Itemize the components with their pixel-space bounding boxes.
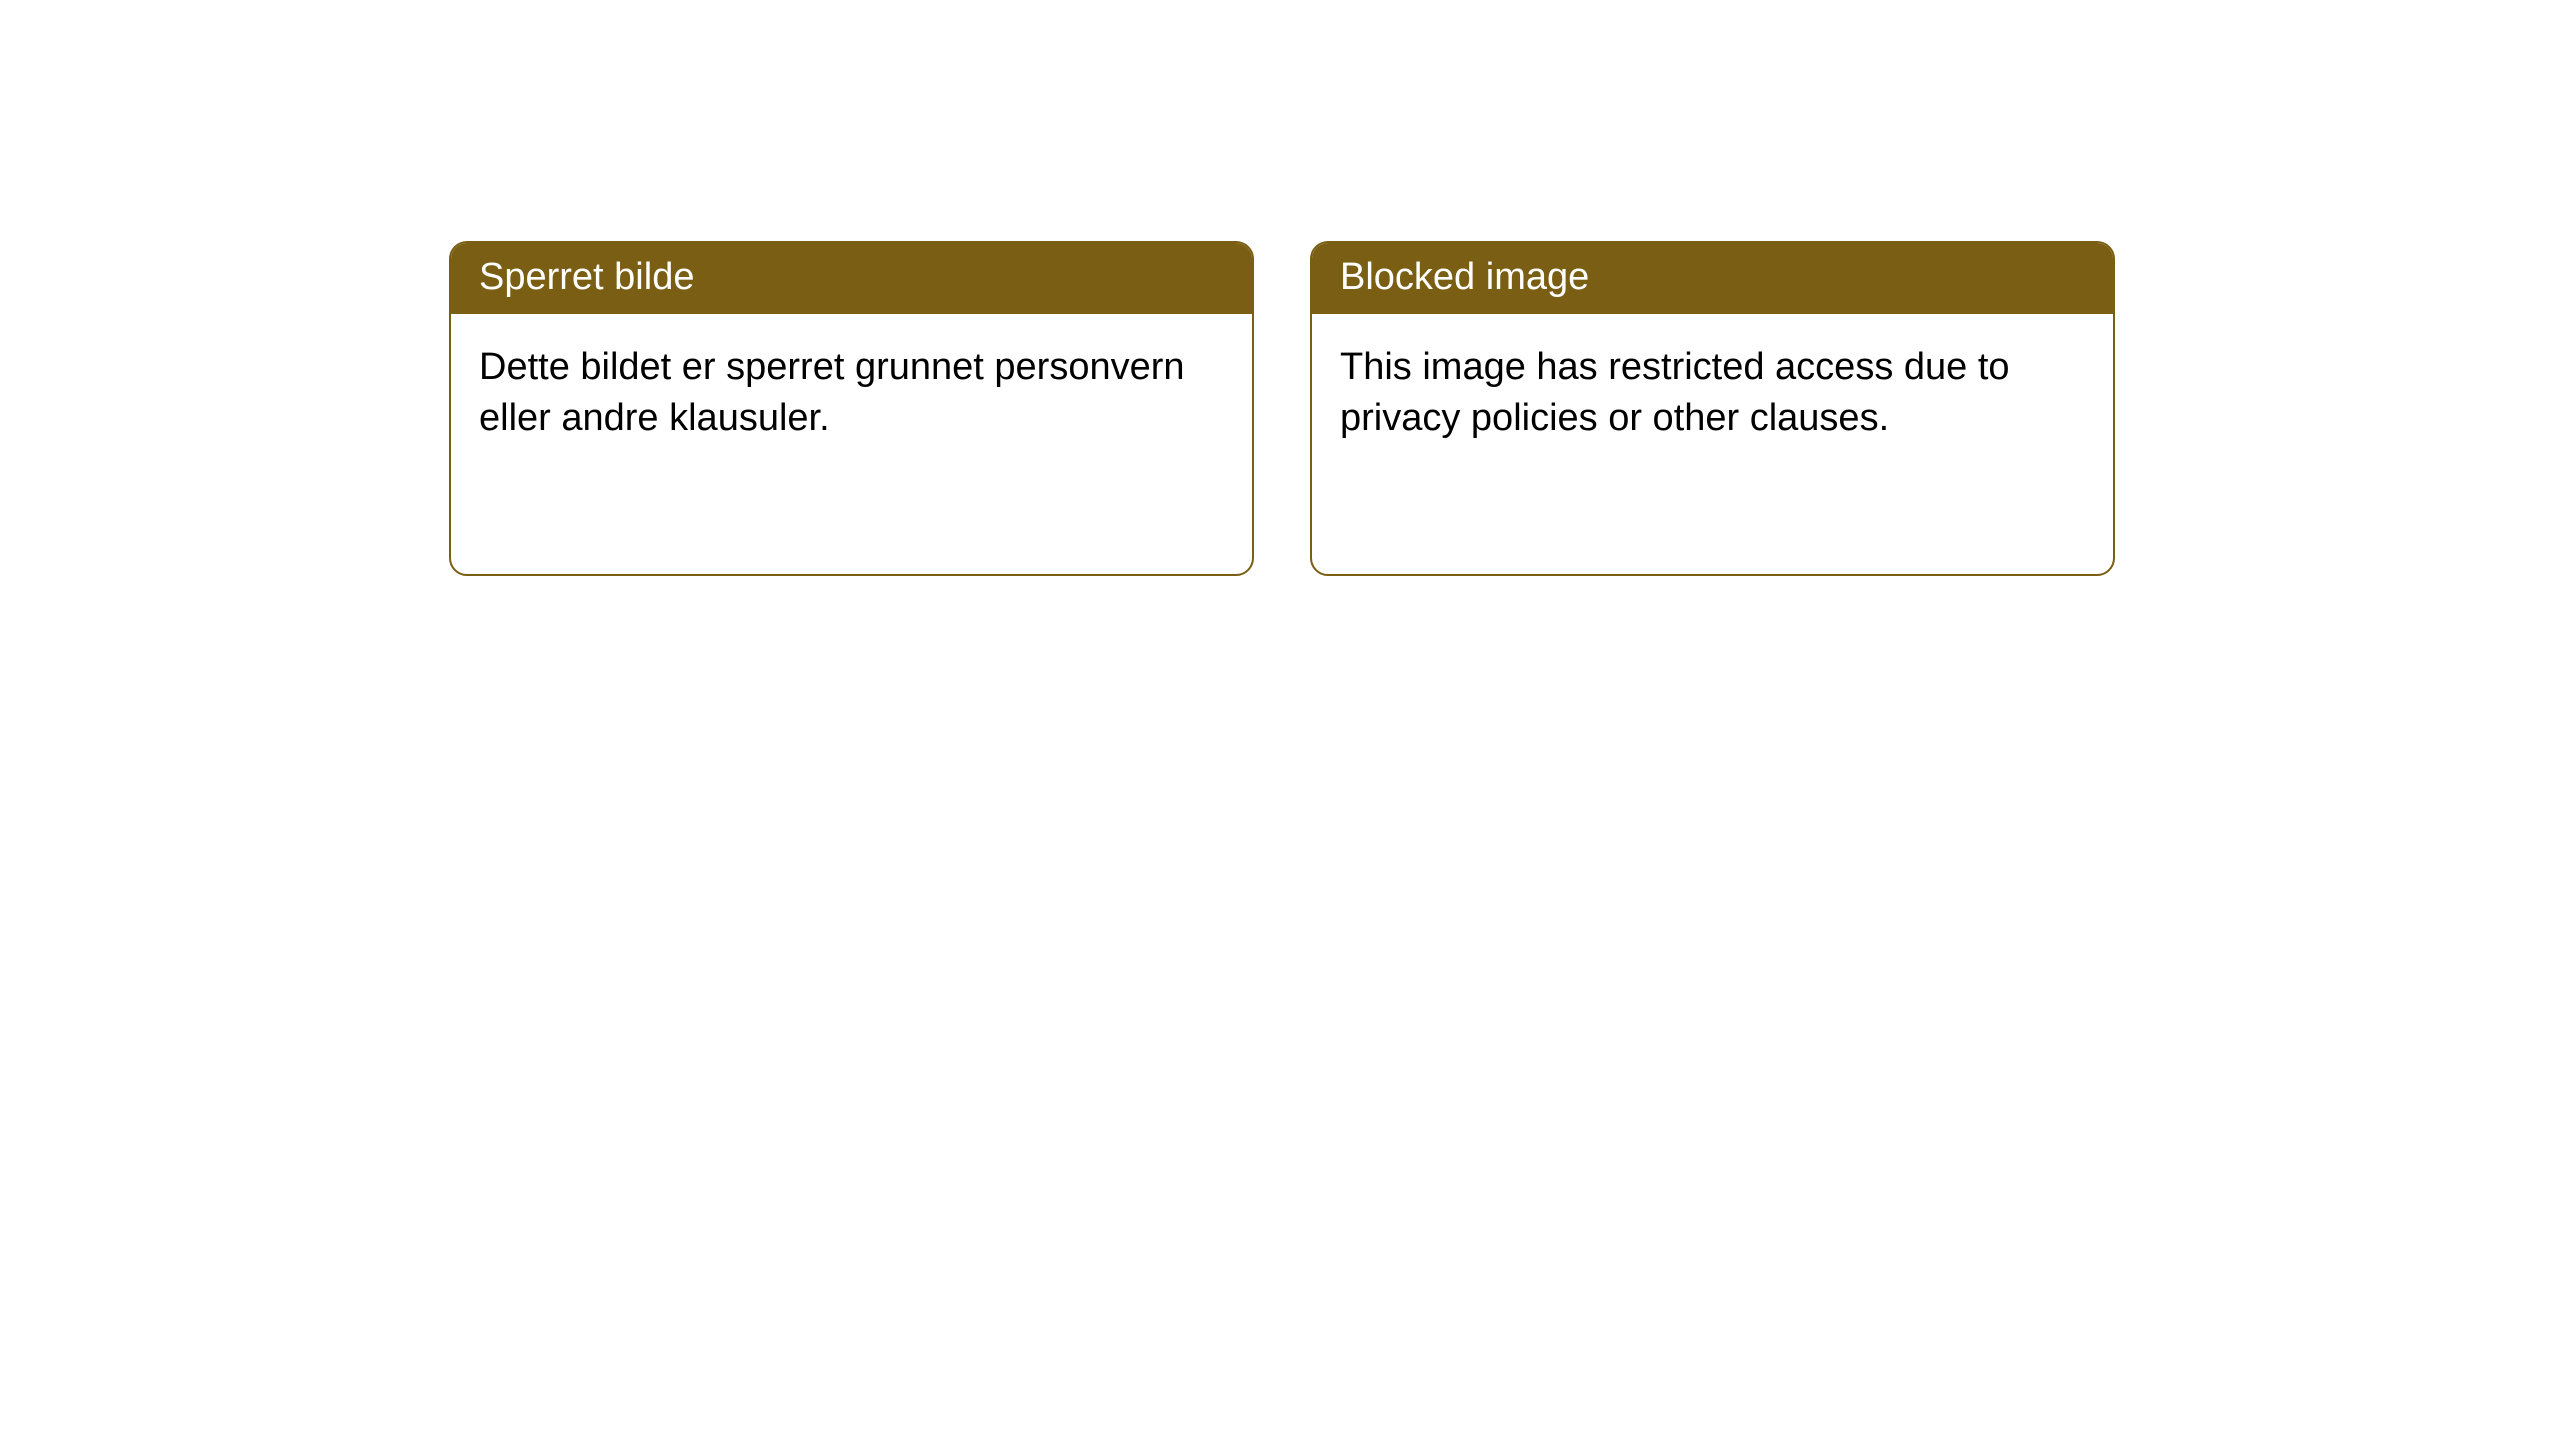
card-body-text: This image has restricted access due to … [1340,346,2010,439]
card-header: Sperret bilde [451,243,1252,314]
notice-cards-container: Sperret bilde Dette bildet er sperret gr… [449,241,2115,576]
card-header: Blocked image [1312,243,2113,314]
card-body: Dette bildet er sperret grunnet personve… [451,314,1252,472]
notice-card-norwegian: Sperret bilde Dette bildet er sperret gr… [449,241,1254,576]
card-title: Blocked image [1340,256,1589,298]
notice-card-english: Blocked image This image has restricted … [1310,241,2115,576]
card-body-text: Dette bildet er sperret grunnet personve… [479,346,1185,439]
card-title: Sperret bilde [479,256,694,298]
card-body: This image has restricted access due to … [1312,314,2113,472]
